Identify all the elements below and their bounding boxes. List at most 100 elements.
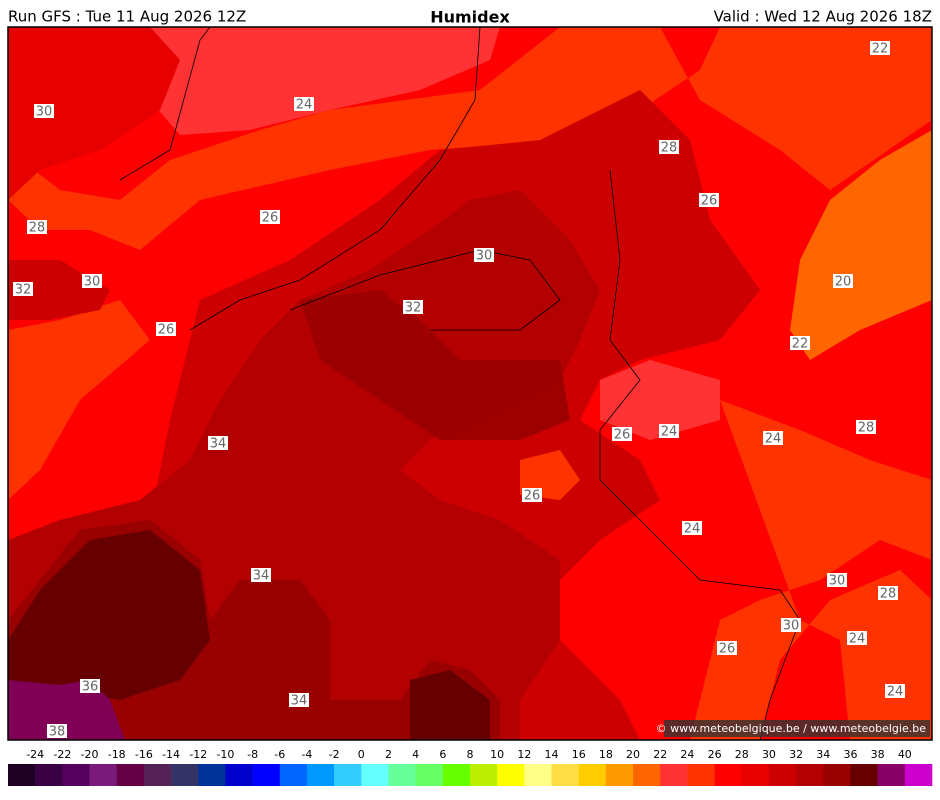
contour-label-bg [878,586,898,600]
colorbar-tick-label: 18 [599,748,613,761]
colorbar-swatch [252,764,281,786]
colorbar-tick-label: 26 [708,748,722,761]
colorbar-swatch [334,764,362,786]
colorbar-tick-label: 24 [680,748,694,761]
colorbar-tick-label: 34 [816,748,830,761]
contour-label: 22 [792,337,809,352]
colorbar-swatch [524,764,552,786]
contour-label-bg [699,193,719,207]
colorbar-swatch [768,764,797,786]
contour-label: 24 [887,685,904,700]
contour-label: 22 [872,42,889,57]
contour-label: 28 [29,221,46,236]
colorbar-tick-label: -22 [53,748,71,761]
contour-label-bg [403,300,423,314]
contour-label: 26 [701,194,718,209]
contour-label: 34 [291,694,308,709]
contour-label-bg [682,521,702,535]
colorbar-tick-label: -18 [108,748,126,761]
contour-label-bg [294,97,314,111]
colorbar-swatch [877,764,906,786]
run-info: Run GFS : Tue 11 Aug 2026 12Z [8,8,246,26]
contour-label-bg [763,431,783,445]
colorbar-tick-label: 30 [762,748,776,761]
contour-label: 30 [84,275,101,290]
contour-label: 30 [783,619,800,634]
colorbar-tick-label: -6 [274,748,285,761]
contour-label-bg [717,641,737,655]
contour-label: 20 [835,275,852,290]
colorbar-swatch [741,764,770,786]
colorbar-swatch [116,764,145,786]
colorbar-swatch [8,764,36,786]
map-frame [7,26,933,741]
contour-label: 24 [296,98,313,113]
contour-label: 30 [36,105,53,120]
colorbar-tick-label: 40 [898,748,912,761]
contour-label-bg [833,274,853,288]
contour-label-bg [27,220,47,234]
contour-label: 28 [858,421,875,436]
contour-label-bg [885,684,905,698]
contour-label-bg [790,336,810,350]
colorbar-swatch [35,764,63,786]
colorbar-swatch [904,764,933,786]
contour-label: 24 [849,632,866,647]
contour-label: 26 [719,642,736,657]
colorbar-swatch [225,764,253,786]
colorbar-swatch [306,764,335,786]
colorbar-tick-label: 32 [789,748,803,761]
contour-label-bg [659,140,679,154]
colorbar-swatch [62,764,90,786]
colorbar-tick-label: -8 [247,748,258,761]
contour-label: 34 [210,437,227,452]
contour-label: 36 [82,680,99,695]
contour-label: 32 [15,283,32,298]
contour-label-bg [34,104,54,118]
colorbar-swatch [497,764,525,786]
colorbar-tick-label: -24 [26,748,44,761]
colorbar-tick-label: -16 [135,748,153,761]
colorbar-tick-label: -20 [81,748,99,761]
colorbar-tick-label: 14 [545,748,559,761]
colorbar-swatch [361,764,389,786]
copyright: © www.meteobelgique.be / www.meteobelgie… [656,722,927,735]
colorbar-swatch [171,764,199,786]
contour-label-bg [80,679,100,693]
colorbar-swatch [660,764,688,786]
colorbar-tick-label: 6 [439,748,446,761]
contour-label: 30 [476,249,493,264]
contour-label: 26 [262,211,279,226]
contour-label-bg [612,427,632,441]
contour-label: 26 [158,323,175,338]
contour-label-bg [474,248,494,262]
colorbar-tick-label: 16 [572,748,586,761]
contour-label-bg [251,568,271,582]
colorbar-tick-label: 12 [517,748,531,761]
colorbar-swatch [578,764,607,786]
contour-label: 24 [684,522,701,537]
colorbar-swatch [89,764,118,786]
colorbar-tick-label: 38 [871,748,885,761]
contour-label-bg [856,420,876,434]
contour-label-bg [847,631,867,645]
contour-label-bg [522,488,542,502]
colorbar-swatch [143,764,172,786]
colorbar-swatch [551,764,580,786]
colorbar-swatch [198,764,226,786]
colorbar-tick-label: 8 [467,748,474,761]
colorbar-tick-label: 20 [626,748,640,761]
contour-label: 28 [661,141,678,156]
contour-label: 38 [49,725,66,740]
map-title: Humidex [430,8,510,27]
colorbar-tick-label: 10 [490,748,504,761]
contour-label-bg [13,282,33,296]
contour-label-bg [289,693,309,707]
colorbar-swatch [796,764,824,786]
colorbar-tick-label: 28 [735,748,749,761]
contour-label-bg [827,573,847,587]
colorbar-tick-label: 4 [412,748,419,761]
colorbar-tick-label: 0 [358,748,365,761]
contour-label-bg [208,436,228,450]
